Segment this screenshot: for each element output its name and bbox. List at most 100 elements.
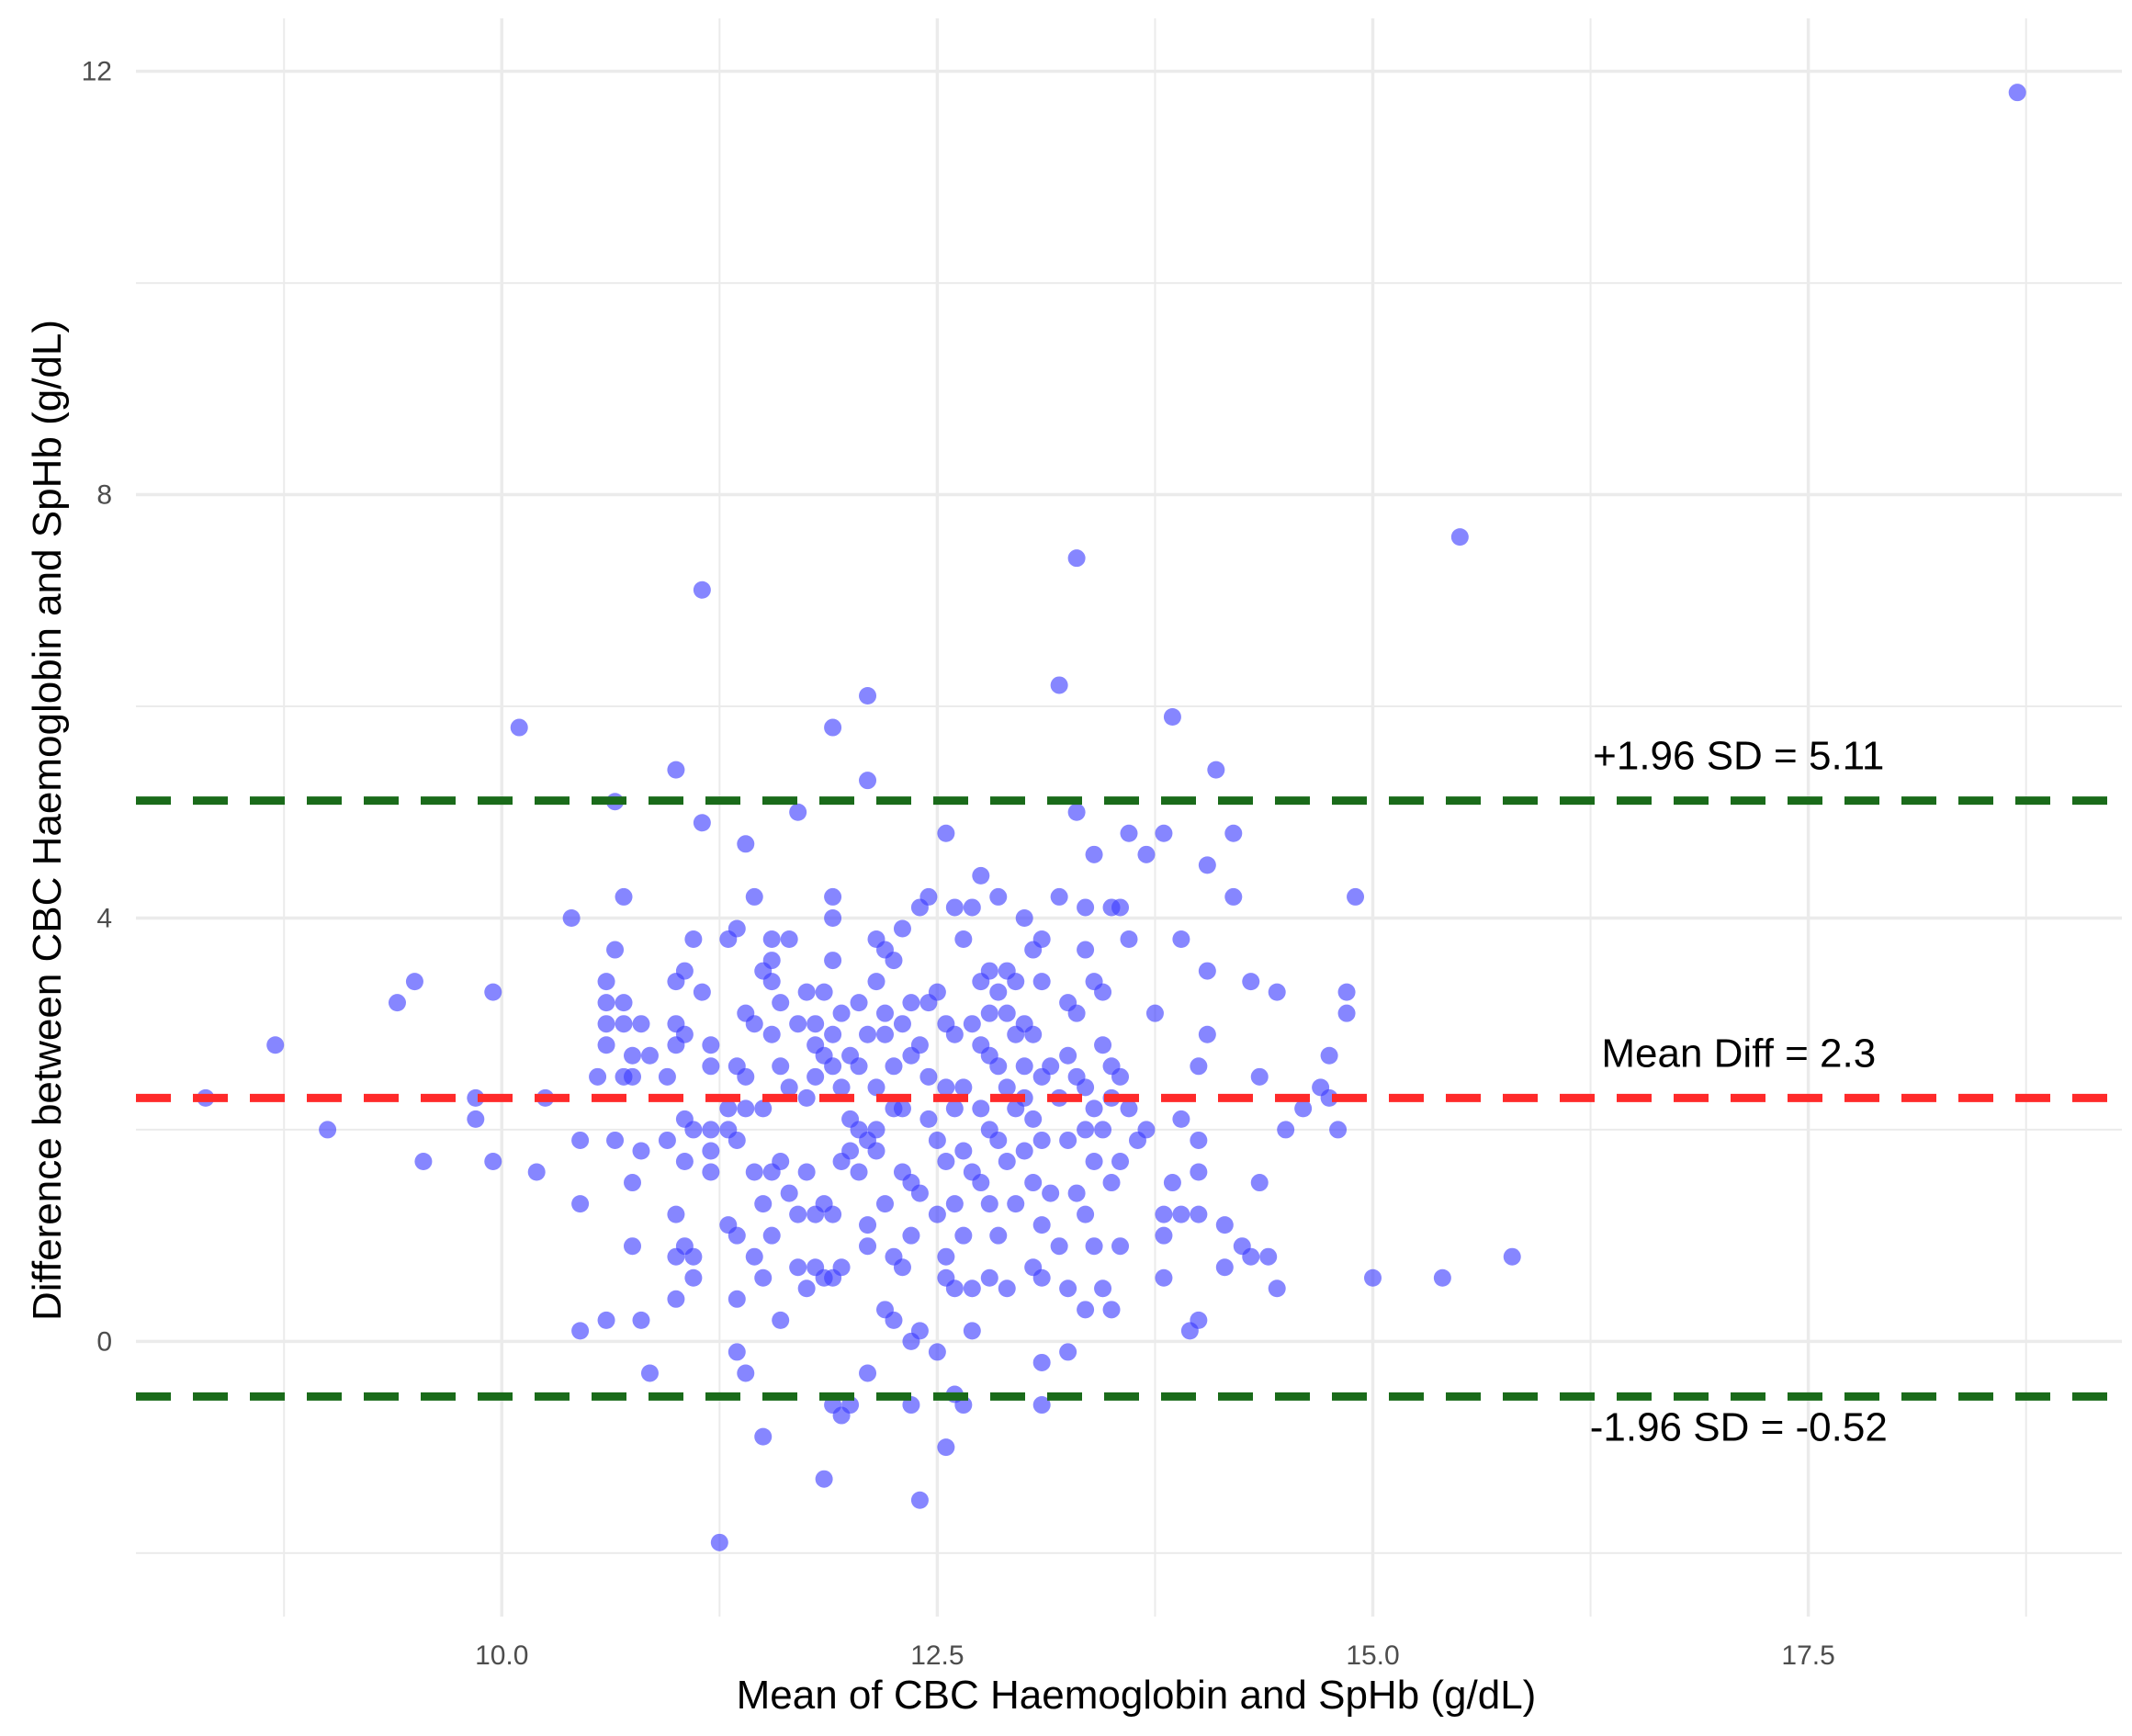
data-point [1503, 1247, 1521, 1266]
data-point [928, 1205, 946, 1223]
data-point [824, 887, 842, 906]
data-point [1024, 1174, 1043, 1192]
data-point [859, 1216, 877, 1234]
data-point [754, 1427, 773, 1446]
data-point [1085, 1153, 1103, 1171]
data-point [867, 1142, 886, 1160]
data-point [963, 898, 981, 917]
data-point [1077, 1078, 1095, 1097]
data-point [754, 1099, 773, 1118]
data-point [745, 1247, 763, 1266]
data-point [832, 1004, 851, 1022]
data-point [859, 1364, 877, 1382]
data-point [1007, 973, 1025, 991]
data-point [1120, 930, 1138, 949]
data-point [1067, 549, 1086, 568]
x-axis-tick-labels: 10.0 12.5 15.0 17.5 [475, 1640, 1835, 1671]
data-point [875, 1195, 894, 1213]
data-point [841, 1142, 860, 1160]
data-point [562, 908, 581, 927]
data-point [789, 803, 807, 821]
data-point [667, 761, 685, 779]
data-point [832, 1078, 851, 1097]
data-point [780, 1078, 798, 1097]
data-point [615, 994, 633, 1012]
data-point [702, 1057, 720, 1076]
data-point [989, 983, 1008, 1001]
x-tick-label: 15.0 [1346, 1640, 1399, 1671]
data-point [702, 1163, 720, 1181]
data-point [1172, 930, 1190, 949]
data-point [632, 1142, 650, 1160]
data-point [1163, 708, 1181, 727]
data-point [875, 1004, 894, 1022]
data-point [615, 887, 633, 906]
data-point [1172, 1205, 1190, 1223]
data-point [1085, 845, 1103, 863]
y-tick-label: 0 [96, 1326, 112, 1357]
data-point [1085, 1237, 1103, 1256]
data-point [893, 1015, 911, 1033]
data-point [1120, 824, 1138, 842]
data-point [910, 1036, 929, 1054]
data-point [675, 962, 694, 980]
data-point [510, 718, 528, 737]
data-point [1190, 1131, 1208, 1149]
data-point [667, 1205, 685, 1223]
data-point [998, 1153, 1016, 1171]
data-point [893, 1099, 911, 1118]
data-point [772, 994, 790, 1012]
data-point [1032, 1216, 1051, 1234]
lower-reference-label: -1.96 SD = -0.52 [1590, 1404, 1888, 1449]
data-point [1050, 1237, 1068, 1256]
data-point [1015, 1057, 1033, 1076]
data-point [762, 973, 781, 991]
data-point [893, 1258, 911, 1277]
data-point [728, 1290, 746, 1308]
data-point [1120, 1099, 1138, 1118]
data-point [937, 1078, 955, 1097]
data-point [1032, 1268, 1051, 1287]
data-point [2008, 84, 2026, 102]
data-point [945, 1025, 964, 1043]
data-point [632, 1015, 650, 1033]
data-point [1337, 1004, 1356, 1022]
y-axis-tick-labels: 0 4 8 12 [82, 57, 112, 1358]
data-point [1111, 1237, 1130, 1256]
data-point [954, 930, 973, 949]
data-point [675, 1153, 694, 1171]
data-point [597, 1311, 615, 1329]
data-point [1032, 973, 1051, 991]
data-point [1111, 1067, 1130, 1086]
data-point [1242, 973, 1260, 991]
data-point [972, 1174, 990, 1192]
data-point [789, 1015, 807, 1033]
data-point [989, 887, 1008, 906]
data-point [797, 1163, 816, 1181]
data-point [1077, 898, 1095, 917]
data-point [772, 1057, 790, 1076]
data-point [797, 1088, 816, 1107]
data-point [1102, 1174, 1121, 1192]
data-point [885, 952, 903, 970]
data-point [640, 1046, 659, 1065]
data-point [1347, 887, 1365, 906]
data-point [1137, 1121, 1156, 1139]
data-point [1032, 1353, 1051, 1371]
data-point [867, 1078, 886, 1097]
data-point [702, 1036, 720, 1054]
data-point [850, 1163, 868, 1181]
data-point [388, 994, 406, 1012]
data-point [728, 1226, 746, 1245]
upper-reference-label: +1.96 SD = 5.11 [1593, 734, 1884, 779]
data-point [963, 1279, 981, 1298]
data-point [737, 1099, 755, 1118]
data-point [319, 1121, 337, 1139]
data-point [624, 1067, 641, 1086]
data-point [597, 973, 615, 991]
data-point [589, 1067, 607, 1086]
data-point [954, 1142, 973, 1160]
data-point [1145, 1004, 1164, 1022]
data-point [1059, 1046, 1077, 1065]
data-point [745, 887, 763, 906]
